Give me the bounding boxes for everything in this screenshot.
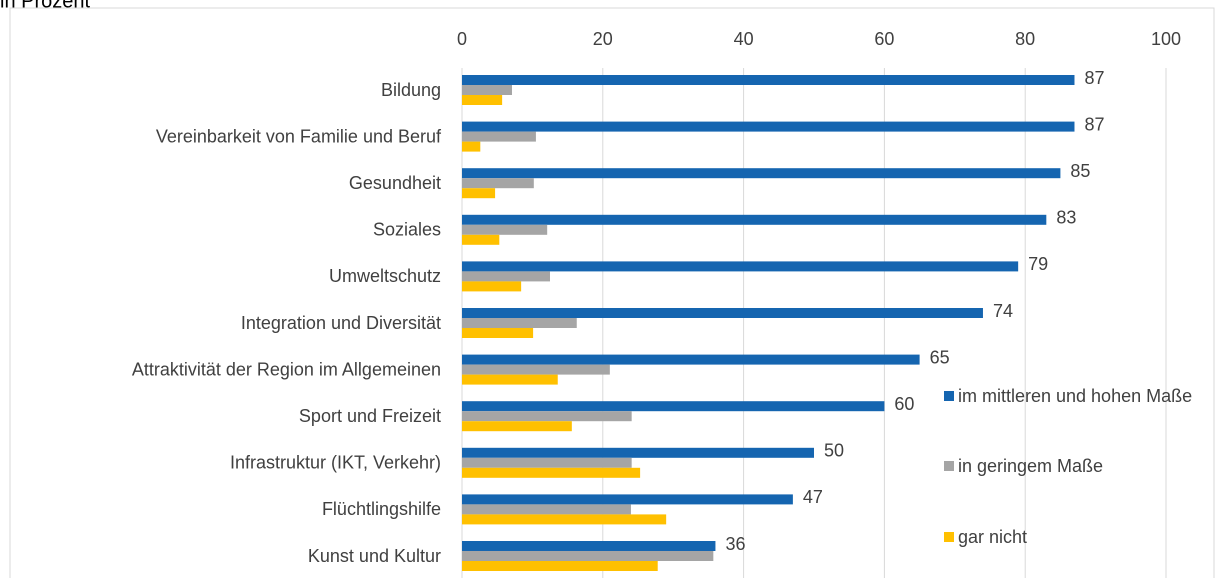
bar — [462, 318, 577, 328]
data-label: 74 — [993, 301, 1013, 321]
bar — [462, 401, 885, 412]
bar — [462, 354, 920, 365]
y-tick-label: Umweltschutz — [329, 266, 441, 286]
bar — [462, 494, 793, 505]
y-tick-label: Attraktivität der Region im Allgemeinen — [132, 359, 441, 379]
legend-swatch — [944, 532, 954, 542]
bar — [462, 421, 572, 432]
x-tick-label: 40 — [734, 29, 754, 49]
x-tick-label: 100 — [1151, 29, 1181, 49]
data-label: 83 — [1056, 208, 1076, 228]
bar — [462, 85, 512, 95]
legend-entry: im mittleren und hohen Maße — [944, 382, 1214, 411]
data-label: 50 — [824, 441, 844, 461]
legend-entry: in geringem Maße — [944, 452, 1214, 481]
bar — [462, 328, 534, 338]
y-tick-label: Sport und Freizeit — [299, 406, 441, 426]
bar — [462, 214, 1047, 225]
legend-entry: gar nicht — [944, 523, 1214, 552]
y-tick-label: Bildung — [381, 80, 441, 100]
data-label: 79 — [1028, 254, 1048, 274]
legend-label: gar nicht — [958, 527, 1028, 547]
data-label: 36 — [725, 534, 745, 554]
bar — [462, 95, 503, 105]
legend-swatch — [944, 391, 954, 401]
bar — [462, 131, 536, 142]
x-tick-label: 0 — [457, 29, 467, 49]
legend-label: im mittleren und hohen Maße — [958, 386, 1193, 406]
bar — [462, 541, 716, 551]
bar — [462, 234, 500, 245]
bar — [462, 281, 522, 292]
data-label: 85 — [1070, 161, 1090, 181]
bar — [462, 561, 658, 571]
bar — [462, 364, 610, 375]
bar — [462, 168, 1061, 179]
y-tick-label: Kunst und Kultur — [308, 546, 441, 566]
data-label: 60 — [894, 394, 914, 414]
bar — [462, 261, 1019, 272]
x-tick-label: 20 — [593, 29, 613, 49]
bar — [462, 457, 632, 468]
x-tick-label: 80 — [1015, 29, 1035, 49]
y-tick-label: Soziales — [373, 220, 441, 240]
y-tick-label: Infrastruktur (IKT, Verkehr) — [230, 453, 441, 473]
chart-subtitle: in Prozent — [0, 0, 90, 12]
y-tick-label: Integration und Diversität — [241, 313, 441, 333]
bar — [462, 141, 481, 152]
y-tick-label: Vereinbarkeit von Familie und Beruf — [156, 126, 442, 146]
data-label: 47 — [803, 487, 823, 507]
chart-border — [9, 7, 1215, 578]
data-label: 87 — [1084, 114, 1104, 134]
data-label: 65 — [930, 347, 950, 367]
bar — [462, 75, 1075, 85]
bar — [462, 467, 641, 478]
bar — [462, 551, 714, 561]
y-tick-label: Gesundheit — [349, 173, 441, 193]
legend-swatch — [944, 461, 954, 471]
data-label: 87 — [1084, 68, 1104, 88]
bar — [462, 447, 814, 458]
bar — [462, 224, 548, 235]
bar — [462, 374, 558, 385]
bar — [462, 178, 534, 189]
bar — [462, 514, 667, 525]
bar — [462, 271, 550, 282]
legend-label: in geringem Maße — [958, 456, 1104, 476]
y-tick-label: Flüchtlingshilfe — [322, 499, 441, 519]
bar — [462, 504, 631, 515]
bar — [462, 308, 983, 318]
bar — [462, 188, 496, 199]
bar — [462, 121, 1075, 132]
x-tick-label: 60 — [874, 29, 894, 49]
bar — [462, 411, 632, 422]
